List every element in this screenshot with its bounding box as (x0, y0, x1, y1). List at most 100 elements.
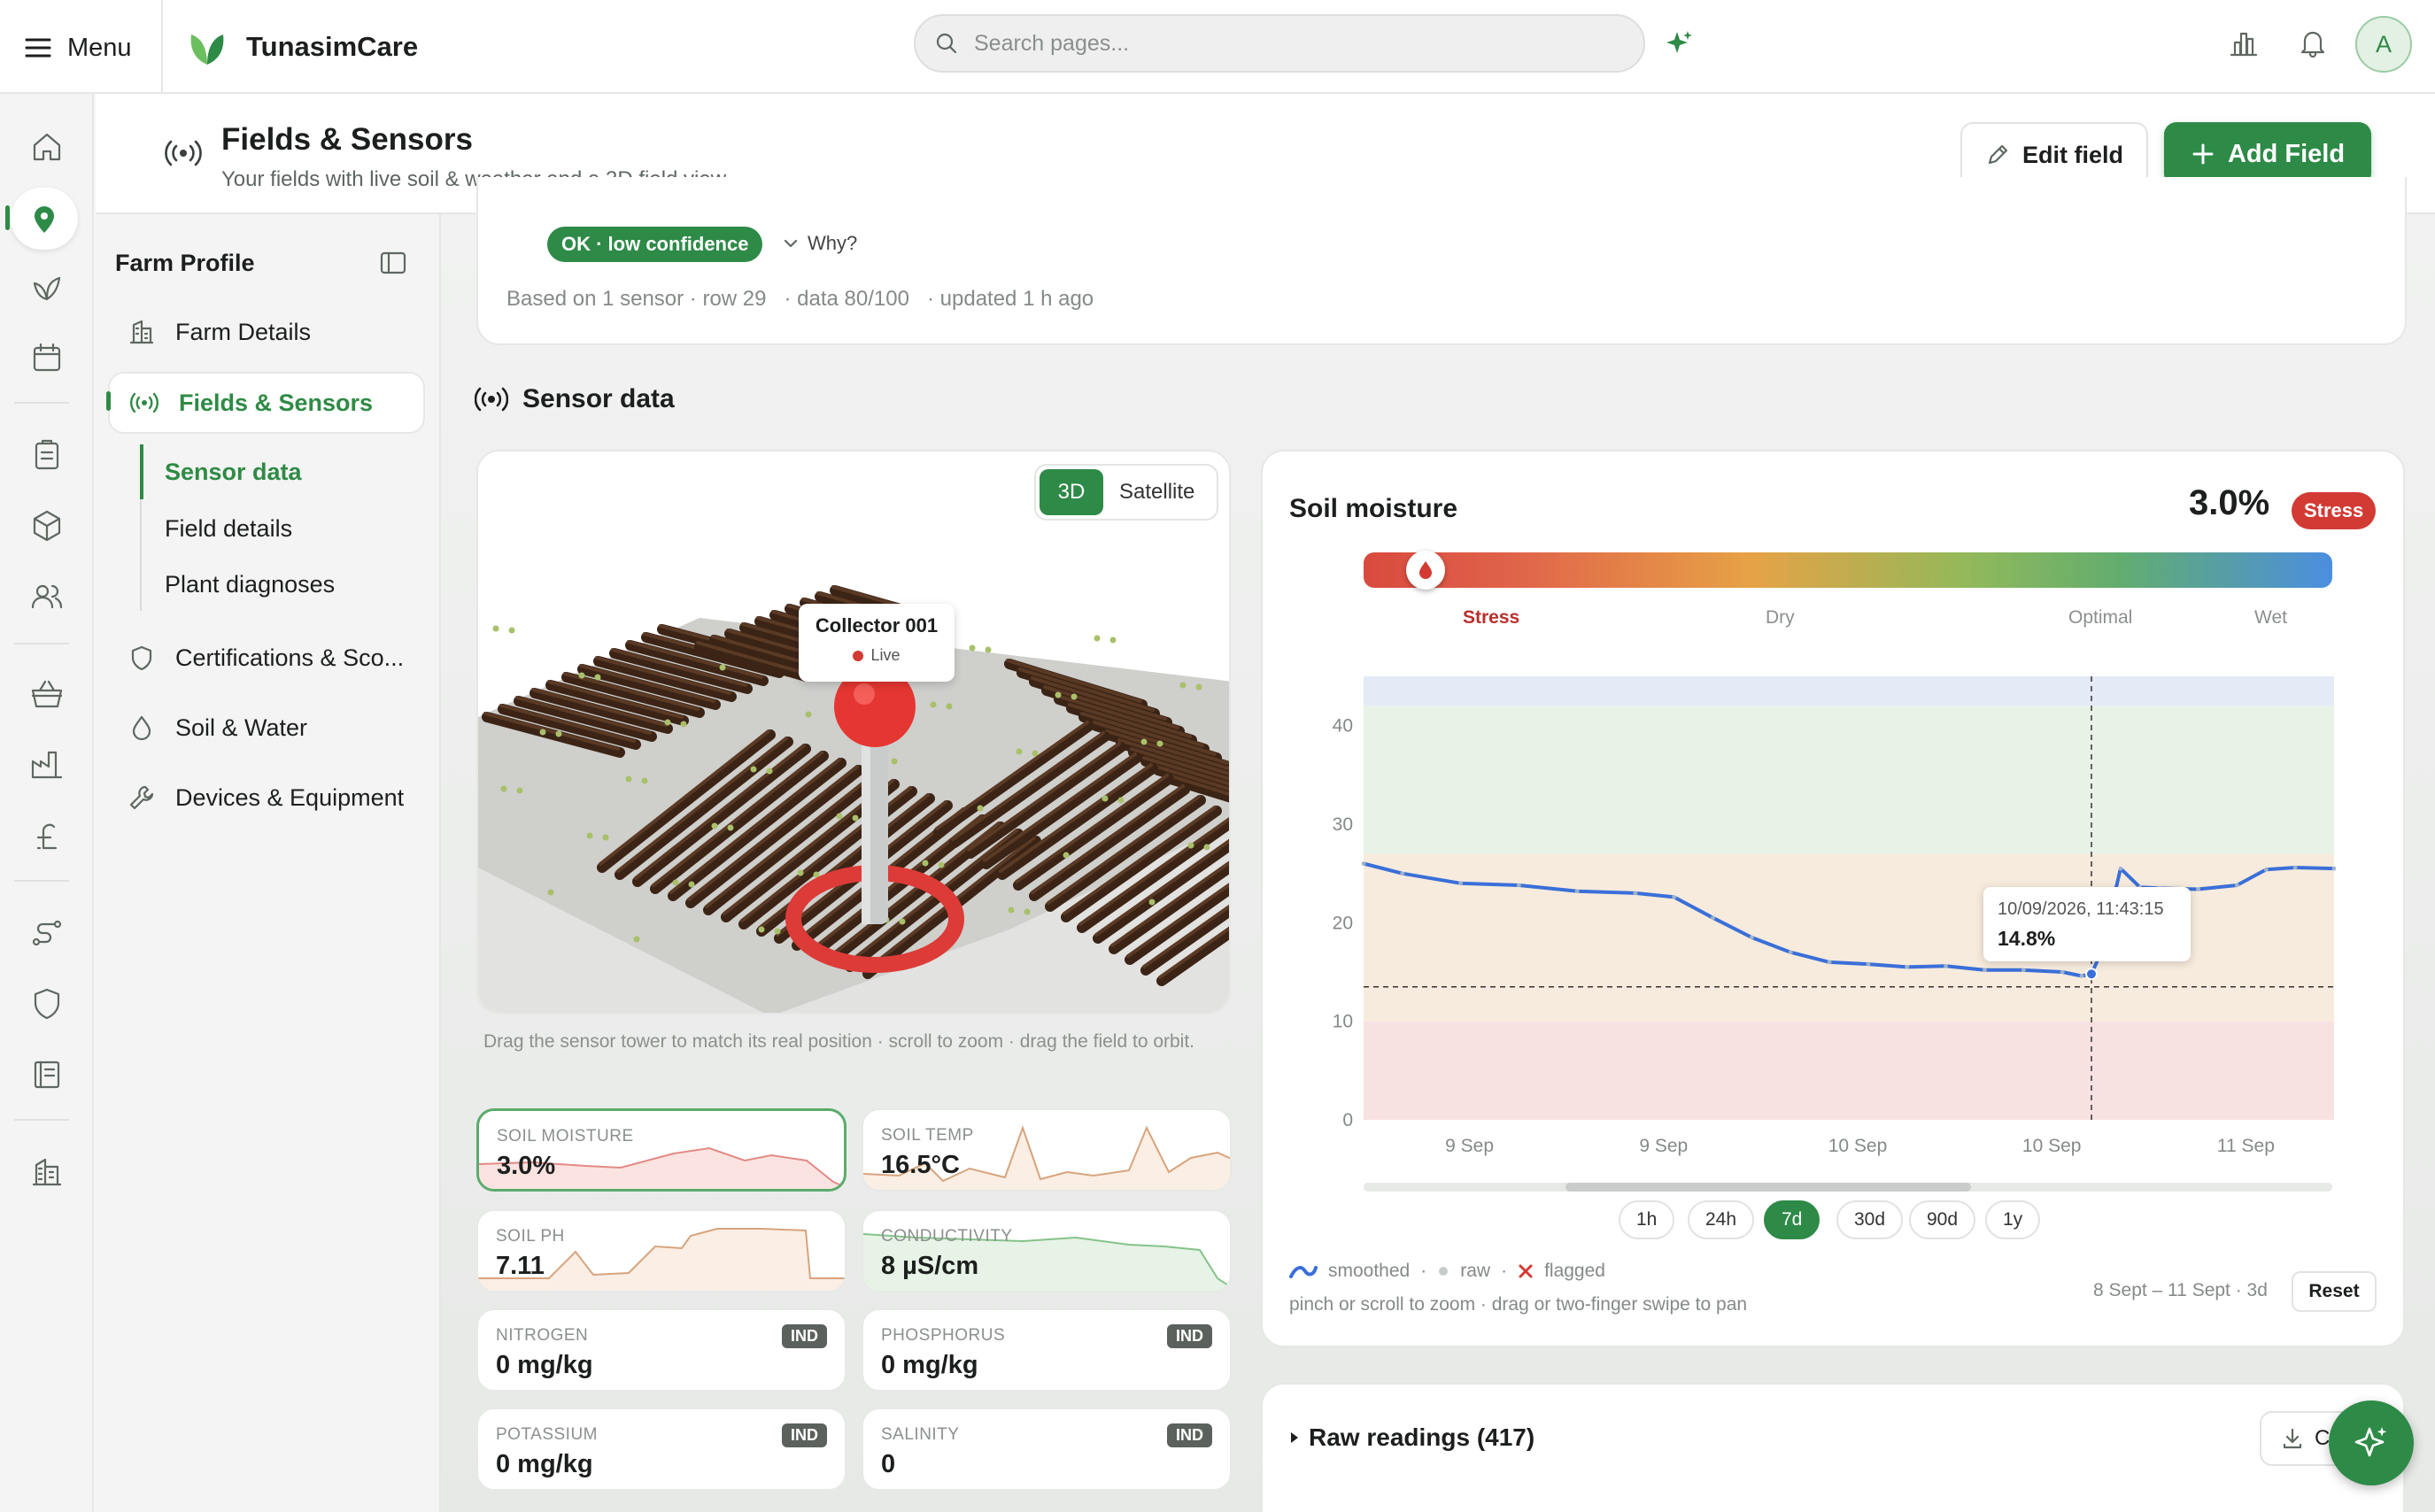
factory-icon[interactable] (29, 747, 65, 783)
crop-row-highlight (1155, 765, 1229, 791)
reset-zoom-button[interactable]: Reset (2292, 1271, 2377, 1312)
view-mode-3d[interactable]: 3D (1040, 469, 1103, 515)
sidebar-item-fields-sensors[interactable]: Fields & Sensors (108, 372, 425, 434)
analytics-icon[interactable] (2228, 27, 2260, 58)
crop-row-highlight (1080, 712, 1217, 756)
sidebar-item-label: Farm Details (175, 318, 312, 345)
seedling (555, 730, 562, 737)
crop-row (694, 641, 811, 682)
seedling (727, 824, 734, 831)
raw-readings-card[interactable] (1261, 1383, 2405, 1512)
metric-tile-phosphorus[interactable]: PHOSPHORUS IND 0 mg/kg (862, 1308, 1232, 1392)
collector-status: Live (799, 646, 955, 665)
caret-right-icon (1291, 1432, 1298, 1443)
y-tick-label: 20 (1333, 913, 1353, 933)
view-mode-toggle[interactable]: 3D Satellite (1034, 464, 1218, 521)
data-point (1866, 961, 1871, 967)
home-icon[interactable] (29, 129, 65, 165)
ai-assistant-button[interactable] (2329, 1400, 2414, 1485)
crop-row-highlight (696, 641, 806, 675)
menu-button[interactable]: Menu (25, 25, 132, 71)
brand-logo[interactable]: TunasimCare (186, 21, 418, 73)
collector-tooltip[interactable]: Collector 001 Live (799, 604, 955, 682)
crop-row-highlight (563, 672, 700, 711)
chevron-down-icon (784, 239, 798, 248)
bell-icon[interactable] (2297, 27, 2329, 58)
leaf-nav-icon[interactable] (29, 269, 65, 305)
data-point (1633, 891, 1638, 896)
search-bar[interactable] (914, 14, 1645, 73)
tile-value: 7.11 (496, 1252, 545, 1280)
users-icon[interactable] (29, 579, 65, 614)
crop-row-highlight (1015, 774, 1169, 883)
range-24h[interactable]: 24h (1688, 1200, 1755, 1239)
range-7d[interactable]: 7d (1764, 1200, 1820, 1239)
box-icon[interactable] (29, 508, 65, 544)
field-3d-view[interactable] (476, 450, 1231, 1014)
crop-row-highlight (758, 793, 930, 930)
crop-row (561, 672, 705, 718)
seedling (969, 644, 976, 652)
x-tick-label: 9 Sep (1445, 1136, 1494, 1156)
edit-field-button[interactable]: Edit field (1960, 122, 2148, 188)
organization-icon[interactable] (29, 1154, 65, 1190)
basket-icon[interactable] (29, 676, 65, 712)
view-mode-satellite[interactable]: Satellite (1119, 480, 1195, 504)
data-point (2331, 866, 2337, 871)
user-avatar[interactable]: A (2355, 16, 2412, 73)
subnav-field-details[interactable]: Field details (165, 515, 293, 542)
range-30d[interactable]: 30d (1836, 1200, 1904, 1239)
sidebar-item-devices[interactable]: Devices & Equipment (108, 767, 425, 829)
seedling (938, 861, 945, 868)
seedling (508, 627, 515, 634)
status-card (476, 177, 2407, 345)
rail-divider (14, 402, 69, 404)
sidebar-item-certifications[interactable]: Certifications & Sco... (108, 627, 425, 689)
section-heading: Sensor data (522, 384, 675, 413)
crop-row (593, 656, 737, 702)
clipboard-icon[interactable] (29, 437, 65, 473)
ledger-icon[interactable] (29, 1057, 65, 1092)
metric-tile-potassium[interactable]: POTASSIUM IND 0 mg/kg (476, 1408, 846, 1491)
sidebar-item-farm-details[interactable]: Farm Details (108, 301, 425, 363)
why-toggle[interactable]: Why? (783, 232, 857, 255)
confidence-badge: OK · low confidence (547, 227, 763, 262)
zone-label-dry: Dry (1766, 607, 1795, 628)
metric-tile-soil-ph[interactable]: SOIL PH 7.11 (476, 1209, 846, 1292)
raw-readings-toggle[interactable]: Raw readings (417) (1289, 1423, 1534, 1452)
data-point (1749, 935, 1754, 940)
range-1h[interactable]: 1h (1619, 1200, 1675, 1239)
metric-tile-soil-temp[interactable]: SOIL TEMP 16.5°C (862, 1108, 1232, 1192)
crop-row-highlight (652, 751, 823, 887)
subnav-plant-diagnoses[interactable]: Plant diagnoses (165, 571, 336, 598)
metric-tile-salinity[interactable]: SALINITY IND 0 (862, 1408, 1232, 1491)
page-title: Fields & Sensors (221, 122, 473, 157)
metric-tile-nitrogen[interactable]: NITROGEN IND 0 mg/kg (476, 1308, 846, 1392)
chart-scrollbar-thumb[interactable] (1565, 1183, 1971, 1192)
y-tick-label: 30 (1333, 814, 1353, 835)
crop-row-highlight (935, 721, 1089, 830)
raw-dot-icon (1439, 1267, 1449, 1276)
route-icon[interactable] (29, 915, 65, 951)
calendar-icon[interactable] (29, 340, 65, 375)
data-point (1672, 894, 1677, 899)
metric-tile-conductivity[interactable]: CONDUCTIVITY 8 µS/cm (862, 1209, 1232, 1292)
range-90d[interactable]: 90d (1909, 1200, 1976, 1239)
pencil-icon (1988, 144, 2008, 165)
field-3d-scene[interactable] (478, 451, 1231, 1014)
pound-icon[interactable] (29, 818, 65, 853)
sidebar-collapse-icon[interactable] (379, 250, 407, 276)
range-1y[interactable]: 1y (1985, 1200, 2041, 1239)
metric-tile-soil-moisture[interactable]: SOIL MOISTURE 3.0% (476, 1108, 846, 1192)
brand-name: TunasimCare (246, 31, 419, 62)
soil-moisture-chart[interactable]: 0 10 20 30 40 9 Sep 9 Sep 10 Sep 10 Sep 11 Sep (1296, 666, 2359, 1161)
crop-row-highlight (599, 729, 770, 866)
rail-item-fields[interactable] (11, 188, 78, 250)
shield-nav-icon[interactable] (29, 986, 65, 1022)
crop-row-highlight (999, 763, 1153, 873)
sidebar-item-soil-water[interactable]: Soil & Water (108, 697, 425, 759)
add-field-button[interactable]: Add Field (2164, 122, 2371, 186)
ai-sparkle-icon[interactable] (1663, 28, 1695, 60)
subnav-sensor-data[interactable]: Sensor data (165, 459, 302, 485)
search-input[interactable] (974, 30, 1594, 57)
